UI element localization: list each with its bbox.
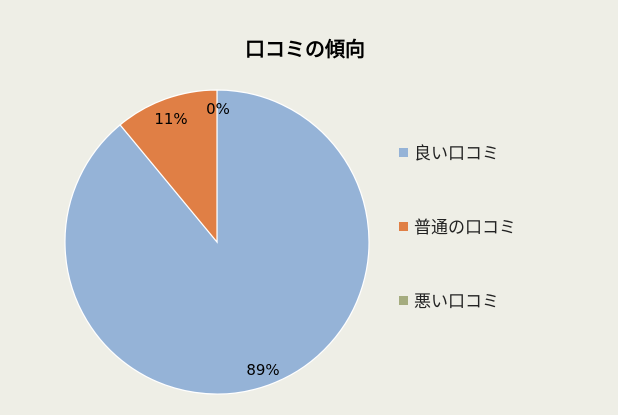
legend-label: 良い口コミ (414, 144, 499, 164)
legend-swatch (399, 222, 408, 231)
data-label: 11% (154, 110, 187, 128)
pie-slice (119, 89, 218, 244)
legend-swatch (399, 296, 408, 305)
legend-label: 普通の口コミ (414, 218, 516, 238)
pie-slices (64, 89, 370, 395)
data-labels: 89% 11% 0% (154, 100, 279, 379)
data-label: 89% (246, 361, 279, 379)
legend-label: 悪い口コミ (414, 292, 499, 312)
data-label: 0% (206, 100, 230, 118)
chart-title: 口コミの傾向 (245, 37, 365, 61)
legend-swatch (399, 148, 408, 157)
